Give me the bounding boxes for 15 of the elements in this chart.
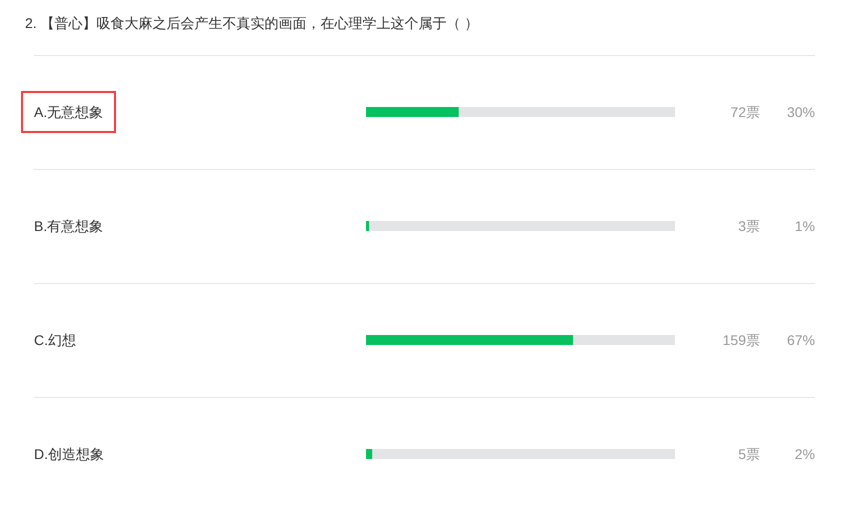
bar xyxy=(366,221,370,231)
bar xyxy=(366,449,372,459)
text: 2. 【普心】吸食大麻之后会产生不真实的画面，在心理学上这个属于（ ） xyxy=(25,15,478,31)
data-label: 2% xyxy=(794,446,815,462)
text: 72票 xyxy=(730,104,760,120)
y-tick-label: D.创造想象 xyxy=(34,446,104,462)
text: 3票 xyxy=(738,218,760,234)
y-tick-label: C.幻想 xyxy=(34,332,76,348)
data-label: 67% xyxy=(786,332,815,348)
text: 5票 xyxy=(738,446,760,462)
y-tick-label: A.无意想象 xyxy=(34,104,104,120)
text: 159票 xyxy=(722,332,760,348)
y-tick-label: B.有意想象 xyxy=(34,218,104,234)
data-label: 1% xyxy=(794,218,815,234)
data-label: 30% xyxy=(786,104,815,120)
